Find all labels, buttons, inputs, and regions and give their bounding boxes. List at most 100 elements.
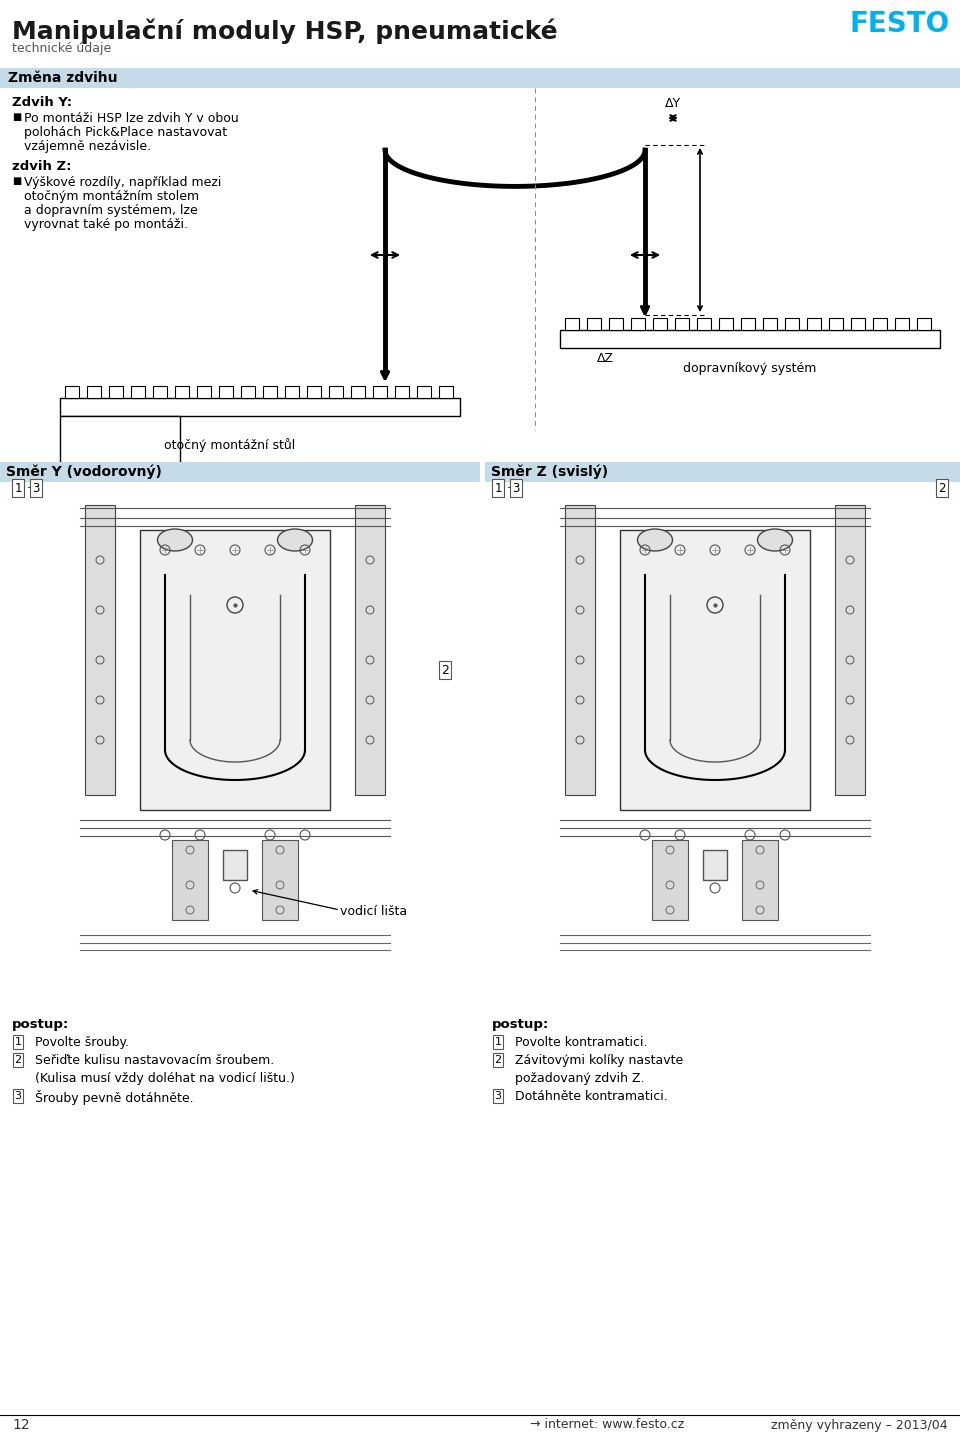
Ellipse shape (157, 530, 193, 551)
Text: Povolte kontramatici.: Povolte kontramatici. (515, 1036, 647, 1049)
Text: (Kulisa musí vždy doléhat na vodicí lištu.): (Kulisa musí vždy doléhat na vodicí lišt… (35, 1072, 295, 1085)
Bar (219, 386, 233, 397)
Bar (109, 386, 123, 397)
Bar (285, 386, 299, 397)
Bar (153, 386, 167, 397)
Text: ■: ■ (12, 177, 21, 187)
Bar (223, 850, 247, 880)
Text: požadovaný zdvih Z.: požadovaný zdvih Z. (515, 1072, 644, 1085)
Text: Manipulační moduly HSP, pneumatické: Manipulační moduly HSP, pneumatické (12, 19, 558, 43)
Bar (631, 319, 645, 330)
Text: 2: 2 (441, 663, 449, 676)
Bar (0, 462, 480, 482)
Text: dopravníkový systém: dopravníkový systém (684, 362, 817, 375)
Bar (560, 330, 940, 349)
Text: 12: 12 (12, 1418, 30, 1432)
Bar (351, 386, 365, 397)
Bar (785, 319, 799, 330)
Ellipse shape (277, 530, 313, 551)
Text: 1: 1 (494, 1038, 501, 1048)
Bar (742, 839, 778, 920)
Bar (175, 386, 189, 397)
Bar (197, 386, 211, 397)
Text: FESTO: FESTO (850, 10, 950, 37)
Bar (417, 386, 431, 397)
Text: Po montáži HSP lze zdvih Y v obou: Po montáži HSP lze zdvih Y v obou (24, 112, 239, 125)
Text: 1: 1 (14, 482, 22, 495)
Bar (741, 319, 755, 330)
Text: 2: 2 (938, 482, 946, 495)
Text: ΔZ: ΔZ (597, 352, 614, 364)
Bar (60, 397, 460, 416)
Text: 3: 3 (14, 1091, 21, 1101)
Bar (807, 319, 821, 330)
Bar (609, 319, 623, 330)
Bar (329, 386, 343, 397)
Text: 2: 2 (14, 1055, 21, 1065)
Text: +: + (27, 484, 36, 494)
Text: 1: 1 (494, 482, 502, 495)
Text: změny vyhrazeny – 2013/04: změny vyhrazeny – 2013/04 (772, 1419, 948, 1432)
Ellipse shape (757, 530, 793, 551)
Bar (131, 386, 145, 397)
Text: 2: 2 (494, 1055, 501, 1065)
Bar (0, 67, 960, 88)
Bar (307, 386, 321, 397)
Text: a dopravním systémem, lze: a dopravním systémem, lze (24, 204, 198, 217)
Bar (262, 839, 298, 920)
Text: vzájemně nezávisle.: vzájemně nezávisle. (24, 141, 151, 154)
Bar (355, 505, 385, 795)
Bar (439, 386, 453, 397)
Bar (85, 505, 115, 795)
Bar (835, 505, 865, 795)
Bar (697, 319, 711, 330)
Bar (395, 386, 409, 397)
Text: 3: 3 (494, 1091, 501, 1101)
Text: vodicí lišta: vodicí lišta (340, 905, 407, 918)
Bar (917, 319, 931, 330)
Bar (873, 319, 887, 330)
Text: 1: 1 (14, 1038, 21, 1048)
Bar (485, 462, 960, 482)
Bar (60, 416, 180, 466)
Bar (652, 839, 688, 920)
Bar (719, 319, 733, 330)
Text: → internet: www.festo.cz: → internet: www.festo.cz (530, 1419, 684, 1432)
Text: polohách Pick&Place nastavovat: polohách Pick&Place nastavovat (24, 126, 228, 139)
Bar (565, 319, 579, 330)
Text: zdvih Z:: zdvih Z: (12, 159, 71, 174)
Text: Směr Z (svislý): Směr Z (svislý) (491, 465, 608, 479)
Bar (87, 386, 101, 397)
Bar (587, 319, 601, 330)
Ellipse shape (637, 530, 673, 551)
Bar (172, 839, 208, 920)
Text: Závitovými kolíky nastavte: Závitovými kolíky nastavte (515, 1053, 684, 1068)
Text: postup:: postup: (12, 1017, 69, 1030)
Text: Povolte šrouby.: Povolte šrouby. (35, 1036, 130, 1049)
Bar (241, 386, 255, 397)
Text: Zdvih Y:: Zdvih Y: (12, 96, 72, 109)
Bar (829, 319, 843, 330)
Bar (895, 319, 909, 330)
Bar (851, 319, 865, 330)
Text: 3: 3 (513, 482, 519, 495)
Bar (675, 319, 689, 330)
Text: postup:: postup: (492, 1017, 549, 1030)
Text: Dotáhněte kontramatici.: Dotáhněte kontramatici. (515, 1091, 668, 1104)
Text: vyrovnat také po montáži.: vyrovnat také po montáži. (24, 218, 188, 231)
Text: Změna zdvihu: Změna zdvihu (8, 70, 117, 85)
Bar (140, 530, 330, 809)
Bar (65, 386, 79, 397)
Text: ■: ■ (12, 112, 21, 122)
Text: otočným montážním stolem: otočným montážním stolem (24, 189, 199, 202)
Text: +: + (507, 484, 516, 494)
Text: 3: 3 (33, 482, 39, 495)
Text: technické údaje: technické údaje (12, 42, 111, 55)
Bar (763, 319, 777, 330)
Bar (263, 386, 277, 397)
Text: Seřiďte kulisu nastavovacím šroubem.: Seřiďte kulisu nastavovacím šroubem. (35, 1053, 275, 1068)
Text: Výškové rozdíly, například mezi: Výškové rozdíly, například mezi (24, 177, 222, 189)
Bar (373, 386, 387, 397)
Bar (620, 530, 810, 809)
Bar (703, 850, 727, 880)
